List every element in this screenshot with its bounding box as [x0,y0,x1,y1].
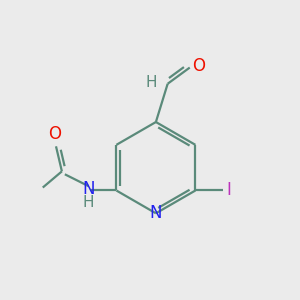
Text: O: O [192,57,205,75]
Text: N: N [150,204,162,222]
Text: O: O [48,125,61,143]
Text: I: I [226,182,231,200]
Text: H: H [82,195,94,210]
Text: N: N [82,180,94,198]
Text: H: H [146,75,158,90]
